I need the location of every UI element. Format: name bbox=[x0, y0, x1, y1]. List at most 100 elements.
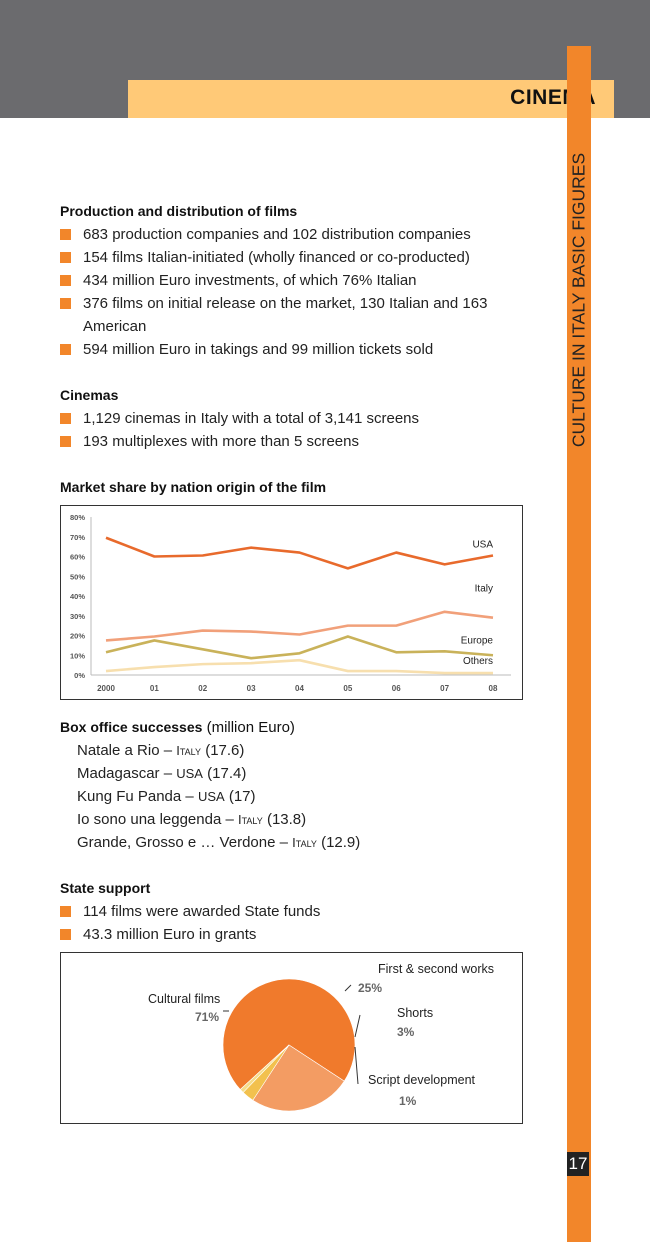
film-title: Madagascar – bbox=[77, 765, 177, 782]
list-item-text: 154 films Italian-initiated (wholly fina… bbox=[83, 249, 470, 266]
slice-label: Shorts bbox=[397, 1006, 433, 1020]
box-office-unit: (million Euro) bbox=[202, 719, 295, 736]
list-item-text: 434 million Euro investments, of which 7… bbox=[83, 272, 417, 289]
film-origin: Italy bbox=[237, 812, 263, 827]
list-item: 594 million Euro in takings and 99 milli… bbox=[60, 338, 530, 361]
y-tick-label: 40% bbox=[70, 592, 85, 601]
pie-slice bbox=[252, 1044, 345, 1112]
list-item: 683 production companies and 102 distrib… bbox=[60, 223, 530, 246]
series-line-usa bbox=[105, 536, 494, 570]
film-value: (17) bbox=[224, 788, 256, 805]
series-label: Europe bbox=[461, 635, 494, 646]
film-origin: Italy bbox=[292, 835, 317, 850]
page-number: 17 bbox=[567, 1152, 589, 1176]
list-item: 43.3 million Euro in grants bbox=[60, 923, 530, 946]
y-tick-label: 60% bbox=[70, 553, 85, 562]
leader-line bbox=[344, 984, 352, 992]
x-tick-label: 02 bbox=[198, 684, 207, 693]
list-item-text: 683 production companies and 102 distrib… bbox=[83, 226, 471, 243]
bullet-square-icon bbox=[60, 906, 71, 917]
film-origin: USA bbox=[197, 789, 225, 804]
series-line-others bbox=[105, 658, 493, 675]
list-item: 434 million Euro investments, of which 7… bbox=[60, 269, 530, 292]
list-item-text: 594 million Euro in takings and 99 milli… bbox=[83, 341, 434, 358]
list-item: Io sono una leggenda – Italy (13.8) bbox=[77, 808, 360, 831]
leader-line bbox=[354, 1014, 361, 1038]
film-value: (17.6) bbox=[201, 742, 245, 759]
list-item: 193 multiplexes with more than 5 screens bbox=[60, 430, 530, 453]
film-value: (17.4) bbox=[202, 765, 247, 782]
list-item-text: 193 multiplexes with more than 5 screens bbox=[83, 433, 359, 450]
bullet-square-icon bbox=[60, 275, 71, 286]
title-bar bbox=[128, 80, 614, 118]
list-item: 376 films on initial release on the mark… bbox=[60, 292, 530, 338]
production-list: 683 production companies and 102 distrib… bbox=[60, 223, 530, 361]
list-item-text: 376 films on initial release on the mark… bbox=[83, 295, 488, 335]
list-item: Madagascar – USA (17.4) bbox=[77, 762, 360, 785]
slice-percent: 25% bbox=[358, 981, 382, 995]
film-value: (13.8) bbox=[262, 811, 307, 828]
list-item: Grande, Grosso e … Verdone – Italy (12.9… bbox=[77, 831, 360, 854]
x-tick-label: 04 bbox=[295, 684, 304, 693]
slice-label: Cultural films bbox=[148, 992, 220, 1006]
x-tick-label: 05 bbox=[343, 684, 352, 693]
x-tick-label: 03 bbox=[247, 684, 256, 693]
pie-slice bbox=[222, 978, 356, 1090]
market-share-heading: Market share by nation origin of the fil… bbox=[60, 479, 327, 495]
film-value: (12.9) bbox=[316, 834, 361, 851]
y-tick-label: 20% bbox=[70, 632, 85, 641]
x-tick-label: 2000 bbox=[97, 684, 115, 693]
y-tick-label: 0% bbox=[74, 671, 85, 680]
list-item: 1,129 cinemas in Italy with a total of 3… bbox=[60, 407, 530, 430]
list-item-text: 1,129 cinemas in Italy with a total of 3… bbox=[83, 410, 420, 427]
series-label: Others bbox=[463, 656, 493, 667]
cinemas-heading: Cinemas bbox=[60, 387, 119, 403]
vertical-section-title: CULTURE IN ITALY BASIC FIGURES bbox=[568, 152, 589, 448]
box-office-list: Natale a Rio – Italy (17.6) Madagascar –… bbox=[77, 739, 360, 854]
series-label: USA bbox=[472, 540, 493, 551]
x-tick-label: 01 bbox=[150, 684, 159, 693]
film-title: Natale a Rio – bbox=[77, 742, 177, 759]
slice-percent: 1% bbox=[399, 1094, 417, 1108]
list-item: 114 films were awarded State funds bbox=[60, 900, 530, 923]
film-title: Grande, Grosso e … Verdone – bbox=[77, 834, 293, 851]
market-share-chart: 0% 10% 20% 30% 40% 50% 60% 70% 80% 2000 01 02 03 04 05… bbox=[60, 505, 523, 700]
bullet-square-icon bbox=[60, 344, 71, 355]
film-origin: USA bbox=[176, 766, 203, 781]
bullet-square-icon bbox=[60, 413, 71, 424]
y-tick-label: 50% bbox=[70, 572, 85, 581]
y-tick-label: 70% bbox=[70, 533, 85, 542]
cinemas-list: 1,129 cinemas in Italy with a total of 3… bbox=[60, 407, 530, 453]
bullet-square-icon bbox=[60, 252, 71, 263]
x-tick-label: 07 bbox=[440, 684, 449, 693]
list-item: 154 films Italian-initiated (wholly fina… bbox=[60, 246, 530, 269]
pie-chart-svg: Cultural films 71% First & second works 25%… bbox=[148, 962, 494, 1112]
state-support-list: 114 films were awarded State funds 43.3 … bbox=[60, 900, 530, 946]
production-heading: Production and distribution of films bbox=[60, 203, 298, 219]
state-support-heading: State support bbox=[60, 880, 151, 896]
y-tick-label: 80% bbox=[70, 513, 85, 522]
slice-label: Script development bbox=[368, 1073, 476, 1087]
list-item-text: 43.3 million Euro in grants bbox=[83, 926, 257, 943]
list-item: Kung Fu Panda – USA (17) bbox=[77, 785, 360, 808]
film-title: Kung Fu Panda – bbox=[77, 788, 198, 805]
series-line-europe bbox=[105, 635, 494, 660]
y-tick-label: 30% bbox=[70, 612, 85, 621]
leader-line bbox=[354, 1046, 359, 1085]
slice-label: First & second works bbox=[378, 962, 494, 976]
series-label: Italy bbox=[475, 584, 493, 595]
x-tick-label: 08 bbox=[489, 684, 498, 693]
y-tick-label: 10% bbox=[70, 651, 85, 660]
slice-percent: 71% bbox=[195, 1010, 219, 1024]
pie-slice bbox=[239, 1044, 290, 1093]
list-item: Natale a Rio – Italy (17.6) bbox=[77, 739, 360, 762]
grants-pie-chart: Cultural films 71% First & second works 25%… bbox=[60, 952, 523, 1124]
side-stripe bbox=[567, 46, 591, 1242]
list-item-text: 114 films were awarded State funds bbox=[83, 903, 321, 920]
film-title: Io sono una leggenda – bbox=[77, 811, 238, 828]
line-chart-svg: 0% 10% 20% 30% 40% 50% 60% 70% 80% 2000 01 02 03 04 05… bbox=[70, 513, 511, 693]
film-origin: Italy bbox=[176, 743, 202, 758]
series-line-italy bbox=[105, 610, 494, 642]
slice-percent: 3% bbox=[397, 1025, 415, 1039]
bullet-square-icon bbox=[60, 229, 71, 240]
